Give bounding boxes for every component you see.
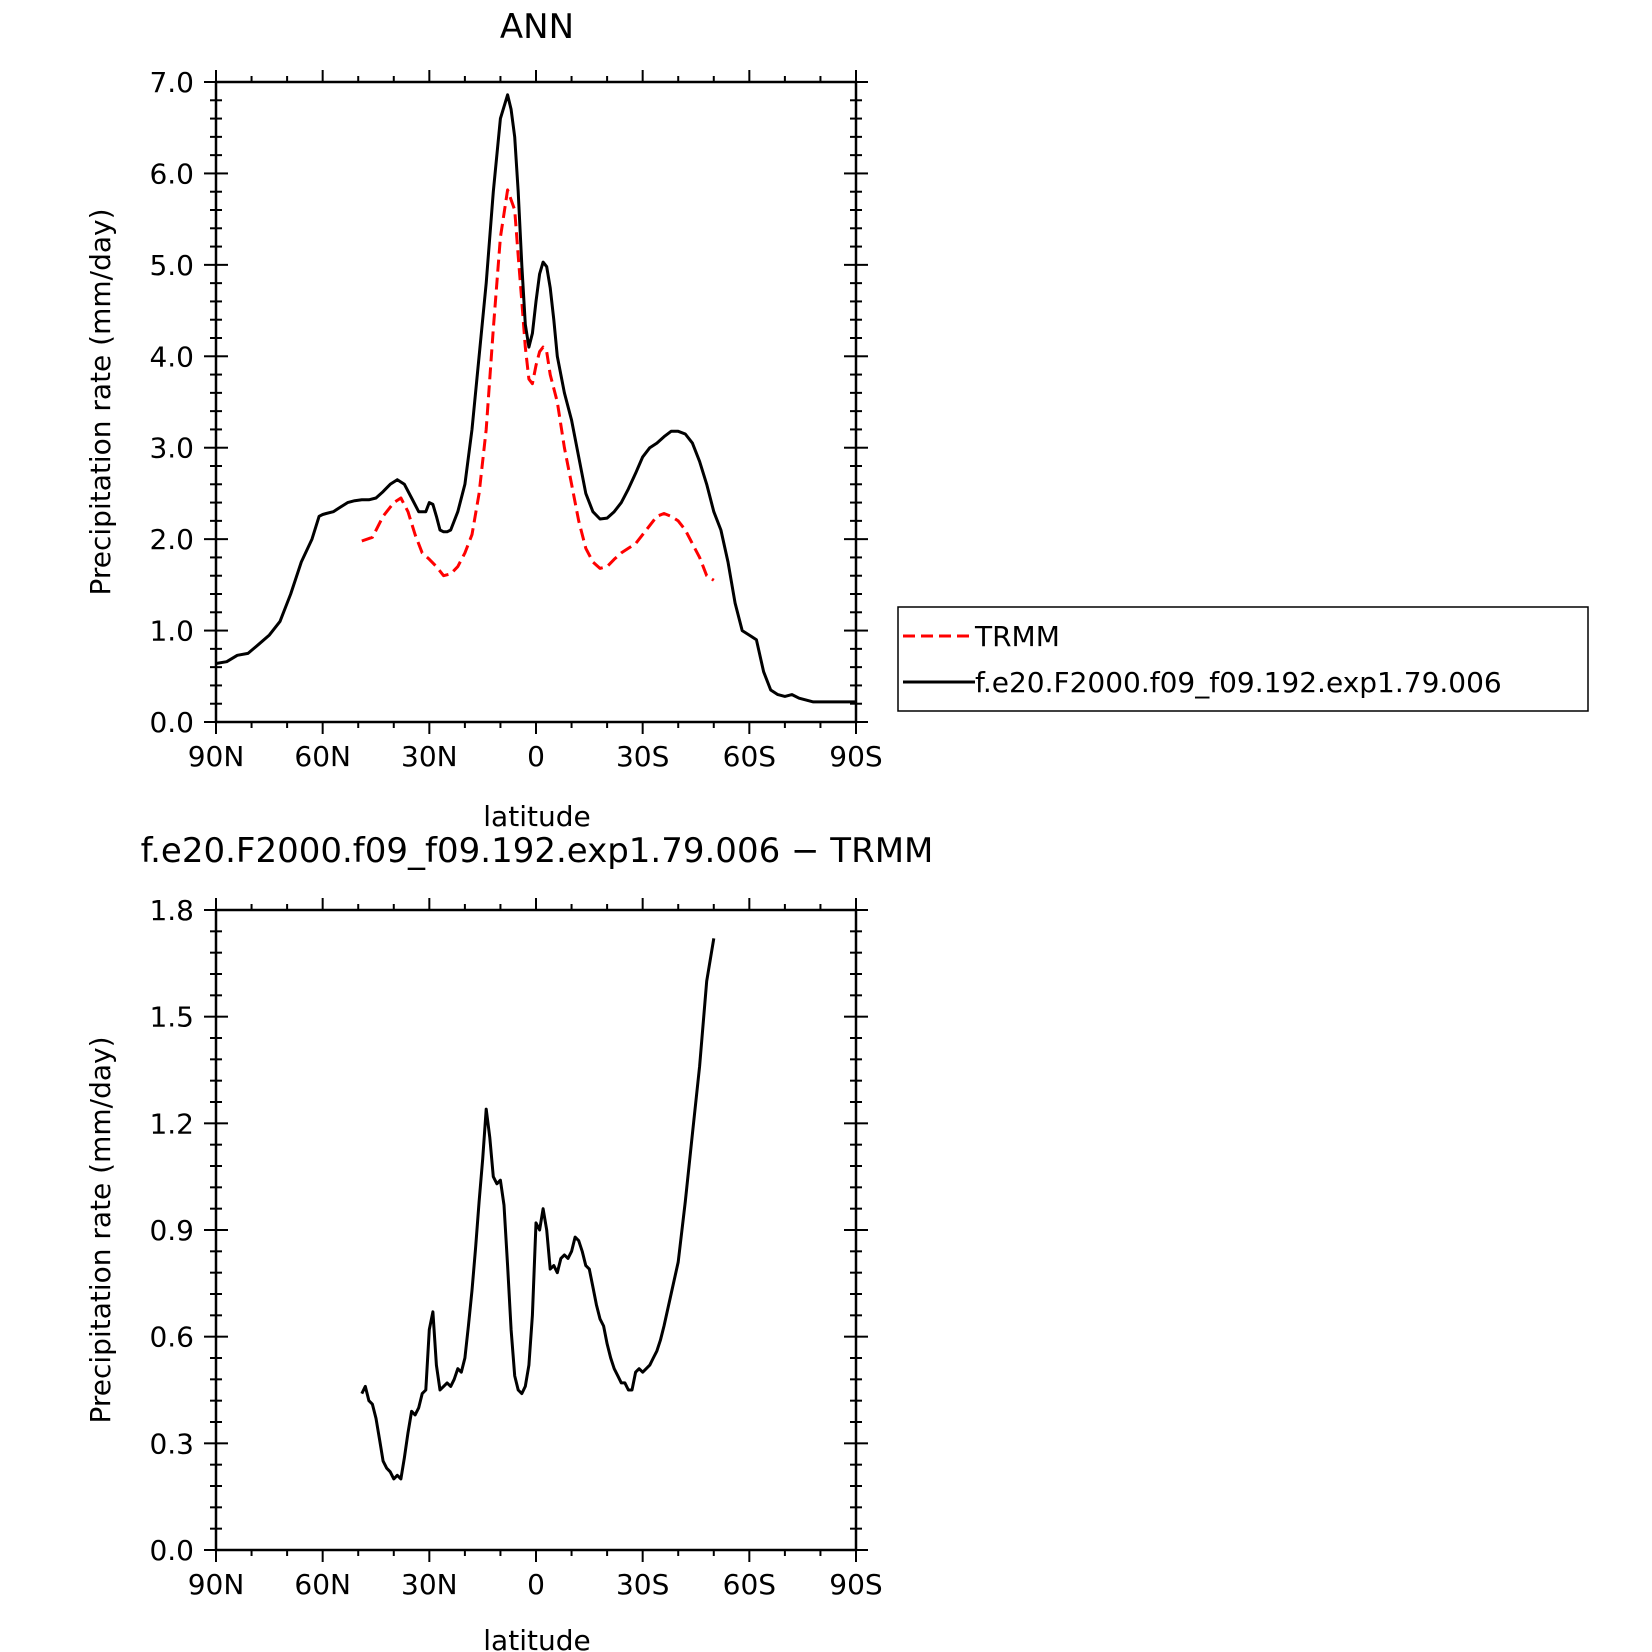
- y-tick-label: 6.0: [149, 157, 194, 190]
- y-tick-label: 2.0: [149, 523, 194, 556]
- legend: TRMM f.e20.F2000.f09_f09.192.exp1.79.006: [897, 606, 1589, 712]
- y-tick-label: 0.3: [149, 1427, 194, 1460]
- chart-title: f.e20.F2000.f09_f09.192.exp1.79.006 − TR…: [141, 831, 934, 871]
- y-tick-label: 3.0: [149, 432, 194, 465]
- y-tick-label: 0.6: [149, 1321, 194, 1354]
- x-tick-label: 90S: [829, 740, 882, 773]
- x-tick-label: 30N: [401, 1568, 458, 1601]
- series-layer: [360, 938, 716, 1481]
- legend-label-trmm: TRMM: [974, 620, 1060, 653]
- y-tick-label: 1.0: [149, 615, 194, 648]
- x-tick-label: 90N: [188, 740, 245, 773]
- legend-box: [897, 606, 1589, 712]
- x-tick-label: 30N: [401, 740, 458, 773]
- x-tick-label: 30S: [616, 740, 669, 773]
- y-tick-label: 7.0: [149, 66, 194, 99]
- x-tick-label: 0: [527, 740, 545, 773]
- x-tick-label: 90N: [188, 1568, 245, 1601]
- chart-title: ANN: [500, 7, 574, 47]
- x-tick-label: 60N: [294, 1568, 351, 1601]
- panel-difference: f.e20.F2000.f09_f09.192.exp1.79.006 − TR…: [84, 831, 933, 1652]
- series-line-1: [215, 93, 856, 704]
- x-tick-label: 90S: [829, 1568, 882, 1601]
- y-tick-label: 4.0: [149, 340, 194, 373]
- y-axis-label: Precipitation rate (mm/day): [84, 208, 117, 595]
- y-tick-label: 0.9: [149, 1214, 194, 1247]
- y-axis-label: Precipitation rate (mm/day): [84, 1036, 117, 1423]
- y-tick-label: 0.0: [149, 706, 194, 739]
- x-tick-label: 0: [527, 1568, 545, 1601]
- legend-label-model: f.e20.F2000.f09_f09.192.exp1.79.006: [975, 666, 1502, 699]
- x-tick-label: 30S: [616, 1568, 669, 1601]
- x-tick-label: 60S: [723, 740, 776, 773]
- panel-annual-mean: ANN 90N 60N 30N 0 30S 60S 90S 0.0 1.0 2.0 3.0 4.0 5.…: [84, 7, 883, 833]
- x-tick-label: 60N: [294, 740, 351, 773]
- tick-labels: 90N 60N 30N 0 30S 60S 90S 0.0 1.0 2.0 3.0 4.0 5.0 6.0…: [149, 66, 882, 773]
- y-tick-label: 1.8: [149, 894, 194, 927]
- y-tick-label: 0.0: [149, 1534, 194, 1567]
- series-line-0: [360, 938, 716, 1481]
- x-axis-label: latitude: [483, 1624, 590, 1652]
- plot-frame: [214, 80, 858, 724]
- series-layer: [215, 93, 856, 704]
- plot-frame: [214, 908, 858, 1552]
- y-tick-label: 1.5: [149, 1001, 194, 1034]
- tick-marks: [204, 70, 868, 734]
- y-tick-label: 1.2: [149, 1107, 194, 1140]
- series-line-0: [361, 188, 715, 582]
- x-tick-label: 60S: [723, 1568, 776, 1601]
- y-tick-label: 5.0: [149, 249, 194, 282]
- tick-labels: 90N 60N 30N 0 30S 60S 90S 0.0 0.3 0.6 0.9 1.2 1.5 1.8: [149, 894, 882, 1601]
- x-axis-label: latitude: [483, 800, 590, 833]
